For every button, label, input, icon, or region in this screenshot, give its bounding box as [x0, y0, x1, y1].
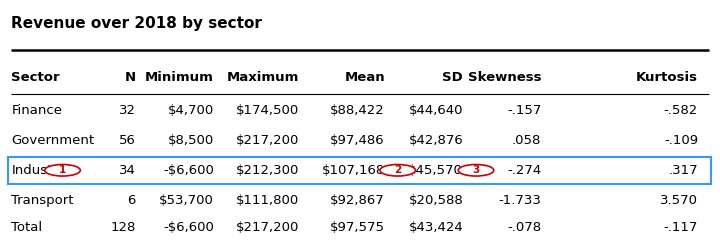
Text: $20,588: $20,588 [408, 194, 463, 207]
Text: .317: .317 [668, 164, 698, 177]
Text: $43,424: $43,424 [408, 222, 463, 234]
Text: $53,700: $53,700 [159, 194, 214, 207]
Text: Transport: Transport [12, 194, 73, 207]
Text: $107,168: $107,168 [322, 164, 385, 177]
Circle shape [380, 164, 415, 176]
Text: 3: 3 [472, 165, 480, 175]
Text: Skewness: Skewness [468, 72, 541, 84]
Text: 6: 6 [127, 194, 136, 207]
Text: $111,800: $111,800 [236, 194, 300, 207]
Text: $92,867: $92,867 [330, 194, 385, 207]
Text: $217,200: $217,200 [236, 222, 300, 234]
Text: $88,422: $88,422 [330, 104, 385, 117]
Text: 1: 1 [59, 165, 66, 175]
Text: Total: Total [12, 222, 42, 234]
Text: $97,575: $97,575 [330, 222, 385, 234]
Text: $174,500: $174,500 [236, 104, 300, 117]
Text: $45,570: $45,570 [408, 164, 463, 177]
Text: -.157: -.157 [507, 104, 541, 117]
Text: SD: SD [443, 72, 463, 84]
Circle shape [458, 164, 494, 176]
Text: Government: Government [12, 134, 94, 147]
Text: $8,500: $8,500 [168, 134, 214, 147]
Text: Mean: Mean [344, 72, 385, 84]
Text: $4,700: $4,700 [168, 104, 214, 117]
Text: 3.570: 3.570 [660, 194, 698, 207]
Text: -.078: -.078 [508, 222, 541, 234]
Text: Maximum: Maximum [227, 72, 300, 84]
Text: -$6,600: -$6,600 [163, 222, 214, 234]
Text: -$6,600: -$6,600 [163, 164, 214, 177]
Text: -.274: -.274 [507, 164, 541, 177]
Text: Sector: Sector [12, 72, 60, 84]
Text: $42,876: $42,876 [408, 134, 463, 147]
Text: -.117: -.117 [664, 222, 698, 234]
Text: .058: .058 [512, 134, 541, 147]
Text: $44,640: $44,640 [409, 104, 463, 117]
Text: -.109: -.109 [664, 134, 698, 147]
Text: Revenue over 2018 by sector: Revenue over 2018 by sector [12, 16, 262, 31]
Text: -1.733: -1.733 [498, 194, 541, 207]
Text: 128: 128 [110, 222, 136, 234]
Text: $97,486: $97,486 [330, 134, 385, 147]
Text: 2: 2 [394, 165, 401, 175]
Text: $212,300: $212,300 [236, 164, 300, 177]
Text: 56: 56 [119, 134, 136, 147]
Text: Finance: Finance [12, 104, 63, 117]
Text: $217,200: $217,200 [236, 134, 300, 147]
Circle shape [45, 164, 81, 176]
Text: 32: 32 [119, 104, 136, 117]
Text: N: N [125, 72, 136, 84]
Text: 34: 34 [119, 164, 136, 177]
Text: Minimum: Minimum [145, 72, 214, 84]
Text: Kurtosis: Kurtosis [636, 72, 698, 84]
Text: -.582: -.582 [664, 104, 698, 117]
Text: Industry: Industry [12, 164, 66, 177]
